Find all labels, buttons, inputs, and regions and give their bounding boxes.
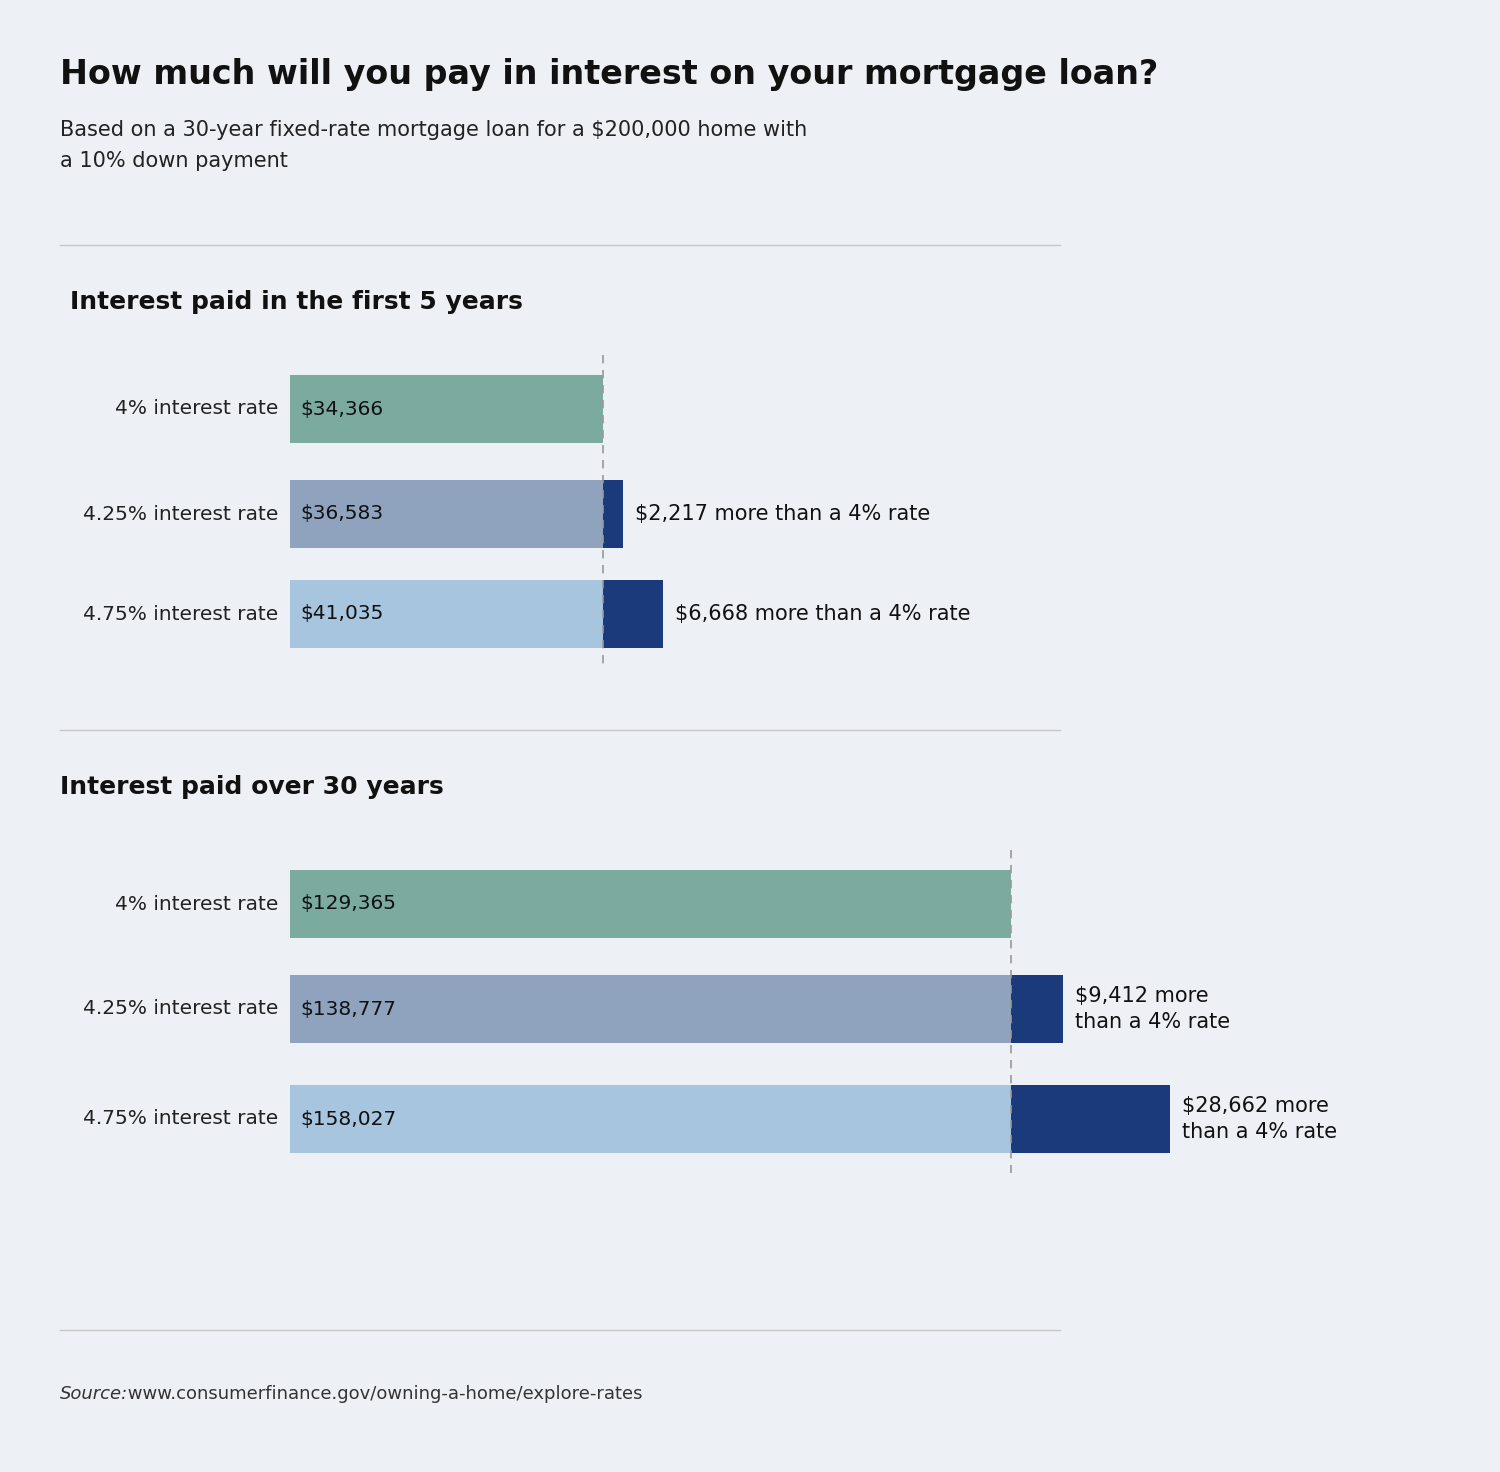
Bar — [290, 870, 1011, 938]
Text: 4.25% interest rate: 4.25% interest rate — [82, 505, 278, 524]
Text: 4% interest rate: 4% interest rate — [114, 895, 278, 914]
Text: Interest paid in the first 5 years: Interest paid in the first 5 years — [70, 290, 524, 314]
Text: $28,662 more
than a 4% rate: $28,662 more than a 4% rate — [1182, 1095, 1338, 1142]
Bar — [603, 580, 663, 648]
Bar — [290, 974, 1064, 1044]
Bar — [290, 480, 622, 548]
Text: $6,668 more than a 4% rate: $6,668 more than a 4% rate — [675, 604, 970, 624]
Text: $34,366: $34,366 — [300, 399, 382, 418]
Text: 4% interest rate: 4% interest rate — [114, 399, 278, 418]
Text: $129,365: $129,365 — [300, 895, 396, 914]
Text: Based on a 30-year fixed-rate mortgage loan for a $200,000 home with
a 10% down : Based on a 30-year fixed-rate mortgage l… — [60, 121, 807, 171]
Bar — [1011, 974, 1064, 1044]
Text: $158,027: $158,027 — [300, 1110, 396, 1129]
Text: 4.75% interest rate: 4.75% interest rate — [82, 605, 278, 624]
Text: Source:: Source: — [60, 1385, 128, 1403]
Text: $36,583: $36,583 — [300, 505, 382, 524]
Text: www.consumerfinance.gov/owning-a-home/explore-rates: www.consumerfinance.gov/owning-a-home/ex… — [122, 1385, 642, 1403]
Text: 4.25% interest rate: 4.25% interest rate — [82, 999, 278, 1019]
Bar — [1011, 1085, 1170, 1153]
Text: $138,777: $138,777 — [300, 999, 396, 1019]
Bar — [290, 580, 663, 648]
Text: 4.75% interest rate: 4.75% interest rate — [82, 1110, 278, 1129]
Text: How much will you pay in interest on your mortgage loan?: How much will you pay in interest on you… — [60, 57, 1158, 91]
Text: Interest paid over 30 years: Interest paid over 30 years — [60, 774, 444, 799]
Text: $9,412 more
than a 4% rate: $9,412 more than a 4% rate — [1076, 986, 1230, 1032]
Bar — [290, 375, 603, 443]
Bar — [290, 1085, 1170, 1153]
Text: $41,035: $41,035 — [300, 605, 384, 624]
Bar — [603, 480, 622, 548]
Text: $2,217 more than a 4% rate: $2,217 more than a 4% rate — [634, 503, 930, 524]
